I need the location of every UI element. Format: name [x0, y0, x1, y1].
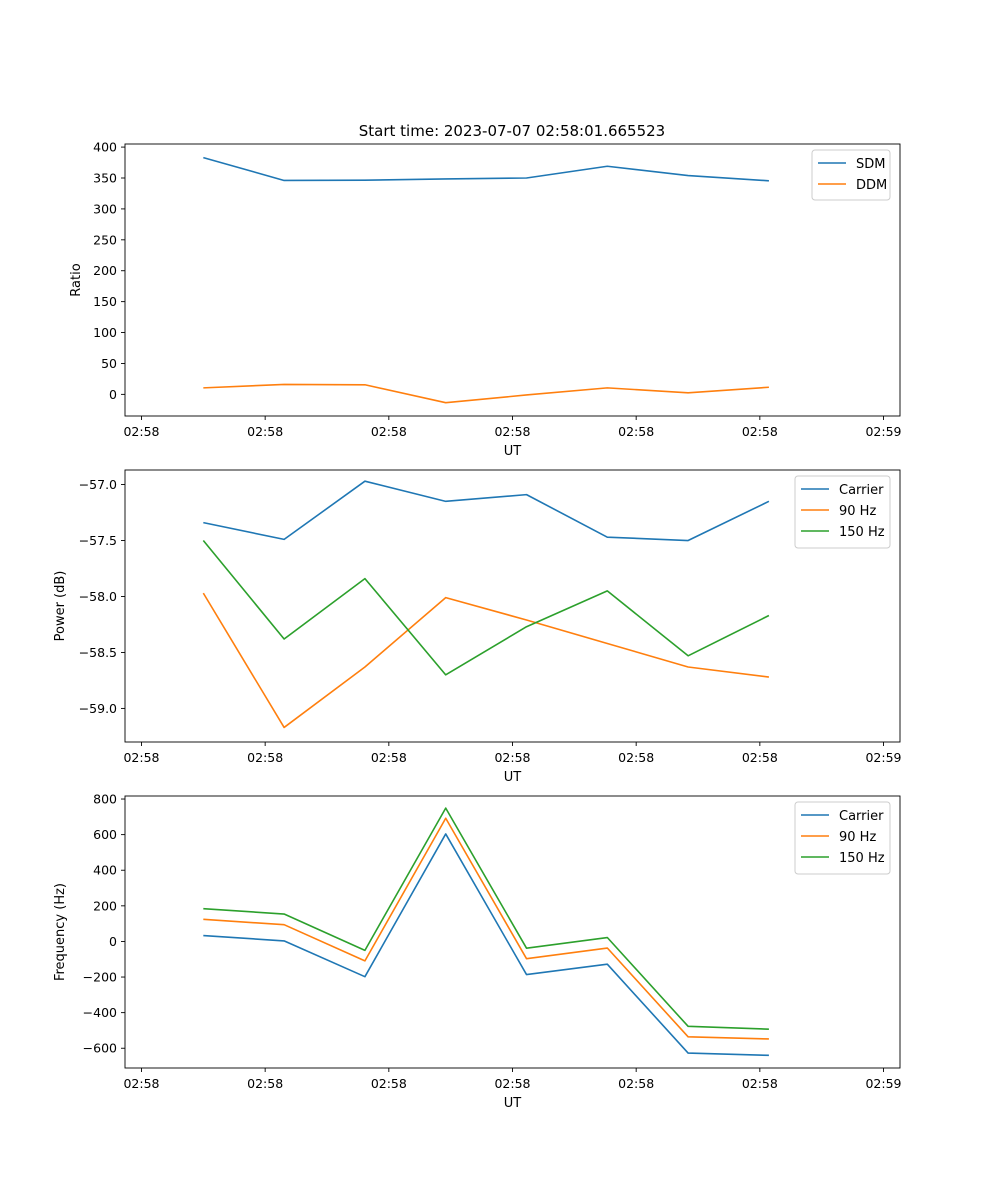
frequency-series-line-90-hz: [203, 817, 769, 1040]
ratio-y-tick-label: 100: [93, 325, 117, 340]
power-y-tick-label: −58.5: [79, 645, 117, 660]
frequency-x-axis-label: UT: [504, 1096, 522, 1111]
ratio-x-tick-label: 02:58: [247, 424, 283, 439]
ratio-y-tick-label: 400: [93, 140, 117, 155]
frequency-y-axis-label: Frequency (Hz): [53, 883, 68, 981]
frequency-y-tick-label: −600: [83, 1041, 117, 1056]
power-x-tick-label: 02:59: [865, 750, 901, 765]
power-series-line-carrier: [203, 480, 770, 542]
power-legend: [794, 475, 891, 549]
power-x-axis-label: UT: [504, 770, 522, 785]
frequency-x-tick-label: 02:58: [123, 1076, 159, 1091]
ratio-series-line-sdm: [203, 156, 769, 182]
frequency-legend-label-carrier: Carrier: [839, 809, 884, 824]
power-x-tick-label: 02:58: [494, 750, 530, 765]
frequency-y-tick-label: 400: [93, 863, 117, 878]
ratio-y-tick-label: 350: [93, 171, 117, 186]
frequency-x-tick-label: 02:58: [618, 1076, 654, 1091]
power-x-tick-label: 02:58: [618, 750, 654, 765]
figure-title: Start time: 2023-07-07 02:58:01.665523: [359, 122, 665, 140]
power-x-tick-label: 02:58: [371, 750, 407, 765]
frequency-x-tick-label: 02:58: [494, 1076, 530, 1091]
frequency-legend-label-90-hz: 90 Hz: [839, 830, 876, 845]
ratio-legend-label-sdm: SDM: [856, 157, 885, 172]
ratio-y-tick-label: 250: [93, 232, 117, 247]
power-x-tick-label: 02:58: [742, 750, 778, 765]
ratio-x-tick-label: 02:58: [618, 424, 654, 439]
ratio-x-tick-label: 02:58: [371, 424, 407, 439]
power-y-tick-label: −59.0: [79, 701, 117, 716]
frequency-legend-label-150-hz: 150 Hz: [839, 851, 885, 866]
ratio-y-tick-label: 50: [101, 356, 117, 371]
ratio-y-tick-label: 300: [93, 201, 117, 216]
frequency-y-tick-label: 0: [109, 934, 117, 949]
ratio-series-line-ddm: [203, 383, 769, 404]
power-y-tick-label: −58.0: [79, 589, 117, 604]
power-y-tick-label: −57.5: [79, 533, 117, 548]
power-legend-label-carrier: Carrier: [839, 483, 884, 498]
frequency-y-tick-label: 800: [93, 792, 117, 807]
frequency-series-line-carrier: [203, 833, 769, 1057]
frequency-y-tick-label: −200: [83, 970, 117, 985]
frequency-legend: [794, 801, 891, 875]
frequency-y-tick-label: 600: [93, 827, 117, 842]
frequency-y-tick-label: 200: [93, 898, 117, 913]
power-x-tick-label: 02:58: [247, 750, 283, 765]
frequency-x-tick-label: 02:59: [865, 1076, 901, 1091]
ratio-y-axis-label: Ratio: [69, 263, 84, 296]
power-legend-label-90-hz: 90 Hz: [839, 504, 876, 519]
ratio-x-tick-label: 02:58: [494, 424, 530, 439]
frequency-x-tick-label: 02:58: [742, 1076, 778, 1091]
ratio-x-tick-label: 02:59: [865, 424, 901, 439]
frequency-x-tick-label: 02:58: [371, 1076, 407, 1091]
frequency-y-tick-label: −400: [83, 1005, 117, 1020]
panel-frequency: 02:58 02:58 02:58 02:58 02:58 02:58 02:59 −600 −…: [53, 792, 902, 1111]
power-y-axis-label: Power (dB): [53, 571, 68, 642]
frequency-series-line-150-hz: [203, 807, 769, 1030]
power-x-tick-label: 02:58: [123, 750, 159, 765]
panel-power: 02:58 02:58 02:58 02:58 02:58 02:58 02:59 −59.0…: [53, 469, 902, 785]
ratio-x-axis-label: UT: [504, 444, 522, 459]
ratio-legend-label-ddm: DDM: [856, 178, 887, 193]
power-series-line-90-hz: [202, 592, 770, 729]
ratio-y-tick-label: 0: [109, 387, 117, 402]
power-series-line-150-hz: [202, 540, 770, 676]
ratio-y-tick-label: 200: [93, 263, 117, 278]
ratio-x-tick-label: 02:58: [742, 424, 778, 439]
power-y-tick-label: −57.0: [79, 477, 117, 492]
panel-ratio: 02:58 02:58 02:58 02:58 02:58 02:58 02:59 0 50 10…: [69, 140, 902, 459]
power-legend-label-150-hz: 150 Hz: [839, 525, 885, 540]
frequency-x-tick-label: 02:58: [247, 1076, 283, 1091]
ratio-y-tick-label: 150: [93, 294, 117, 309]
ratio-x-tick-label: 02:58: [123, 424, 159, 439]
